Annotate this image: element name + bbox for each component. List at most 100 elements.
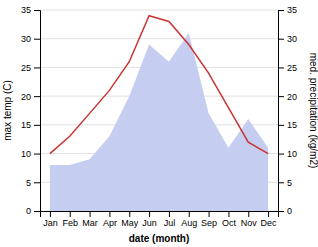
y-axis: 0 5 10 15 20 25 30 35 (21, 5, 41, 216)
tick-mark (34, 125, 40, 126)
tick-mark (248, 211, 249, 217)
tick: May (121, 211, 139, 228)
tick-mark (278, 154, 284, 155)
tick: 30 (21, 34, 40, 44)
tick-label: Feb (62, 218, 78, 228)
tick-label: Dec (261, 218, 278, 228)
tick: 35 (21, 5, 40, 15)
y2-axis-title: med. precipitation (kg/m2) (308, 53, 318, 169)
tick-label: Jul (164, 218, 176, 228)
marks (50, 16, 268, 211)
tick-mark (129, 211, 130, 217)
tick-label: 25 (287, 63, 297, 73)
axis-line (34, 11, 41, 212)
tick-label: 10 (287, 149, 297, 159)
chart: Jan Feb Mar Apr MayJun Jul Aug Sep Oct NovDec 0 5 10… (0, 0, 318, 247)
chart-container: Jan Feb Mar Apr MayJun Jul Aug Sep Oct NovDec 0 5 10… (0, 0, 318, 247)
tick: 20 (278, 92, 297, 102)
tick-label: 35 (287, 5, 297, 15)
tick-mark (209, 211, 210, 217)
tick-label: 20 (287, 92, 297, 102)
tick: 20 (21, 92, 40, 102)
tick-label: 30 (21, 34, 31, 44)
tick: Sep (201, 211, 217, 228)
tick-mark (149, 211, 150, 217)
tick-label: 15 (287, 120, 297, 130)
grid-line (40, 38, 278, 39)
tick: Jul (164, 211, 176, 228)
tick: 25 (21, 63, 40, 73)
grid (40, 10, 278, 211)
tick: 10 (21, 149, 40, 159)
tick-label: 5 (26, 178, 31, 188)
tick: 15 (21, 120, 40, 130)
tick-mark (189, 211, 190, 217)
tick: Feb (62, 211, 78, 228)
tick-mark (268, 211, 269, 217)
tick-mark (169, 211, 170, 217)
tick: 25 (278, 63, 297, 73)
tick-mark (34, 154, 40, 155)
tick-label: Sep (201, 218, 217, 228)
tick-label: May (121, 218, 139, 228)
tick-mark (34, 211, 40, 212)
tick-label: 20 (21, 92, 31, 102)
tick-label: Jun (142, 218, 157, 228)
x-axis-title: date (month) (129, 233, 190, 244)
plot: Jan Feb Mar Apr MayJun Jul Aug Sep Oct NovDec 0 5 10… (2, 5, 318, 244)
tick-mark (278, 67, 284, 68)
tick-label: Mar (82, 218, 98, 228)
tick-label: Aug (181, 218, 197, 228)
tick: 5 (26, 178, 40, 188)
tick: 0 (26, 206, 40, 216)
tick-label: 5 (287, 178, 292, 188)
tick-label: 0 (287, 206, 292, 216)
tick-mark (278, 10, 284, 11)
tick-label: Oct (222, 218, 237, 228)
tick: Apr (103, 211, 117, 228)
tick-mark (109, 211, 110, 217)
tick: 35 (278, 5, 297, 15)
tick-label: 25 (21, 63, 31, 73)
tick-mark (90, 211, 91, 217)
axis-line (41, 212, 279, 218)
tick-mark (34, 182, 40, 183)
tick: Jun (142, 211, 157, 228)
tick-label: Nov (241, 218, 258, 228)
tick-label: Apr (103, 218, 117, 228)
x-axis: Jan Feb Mar Apr MayJun Jul Aug Sep Oct NovDec (41, 211, 279, 228)
tick-mark (34, 39, 40, 40)
line (50, 16, 268, 154)
tick-label: 0 (26, 206, 31, 216)
tick: Aug (181, 211, 197, 228)
tick-mark (278, 96, 284, 97)
axis-line (279, 11, 285, 212)
tick-label: 10 (21, 149, 31, 159)
tick-mark (34, 10, 40, 11)
tick-mark (278, 182, 284, 183)
tick-label: Jan (43, 218, 58, 228)
tick: Oct (222, 211, 237, 228)
y2-axis: 0 5 10 15 20 25 30 35 (278, 5, 297, 216)
tick: 5 (278, 178, 292, 188)
tick: 30 (278, 34, 297, 44)
tick-label: 30 (287, 34, 297, 44)
tick: Nov (241, 211, 258, 228)
tick: Mar (82, 211, 98, 228)
tick: Dec (261, 211, 278, 228)
tick-mark (34, 96, 40, 97)
tick-label: 15 (21, 120, 31, 130)
tick-mark (278, 211, 284, 212)
y-axis-title: max temp (C) (2, 80, 13, 141)
tick-mark (228, 211, 229, 217)
tick-mark (50, 211, 51, 217)
tick: 15 (278, 120, 297, 130)
tick: 10 (278, 149, 297, 159)
tick-mark (70, 211, 71, 217)
tick-label: 35 (21, 5, 31, 15)
tick-mark (278, 125, 284, 126)
tick-mark (278, 39, 284, 40)
grid-line (40, 10, 278, 11)
tick: Jan (43, 211, 58, 228)
tick: 0 (278, 206, 292, 216)
